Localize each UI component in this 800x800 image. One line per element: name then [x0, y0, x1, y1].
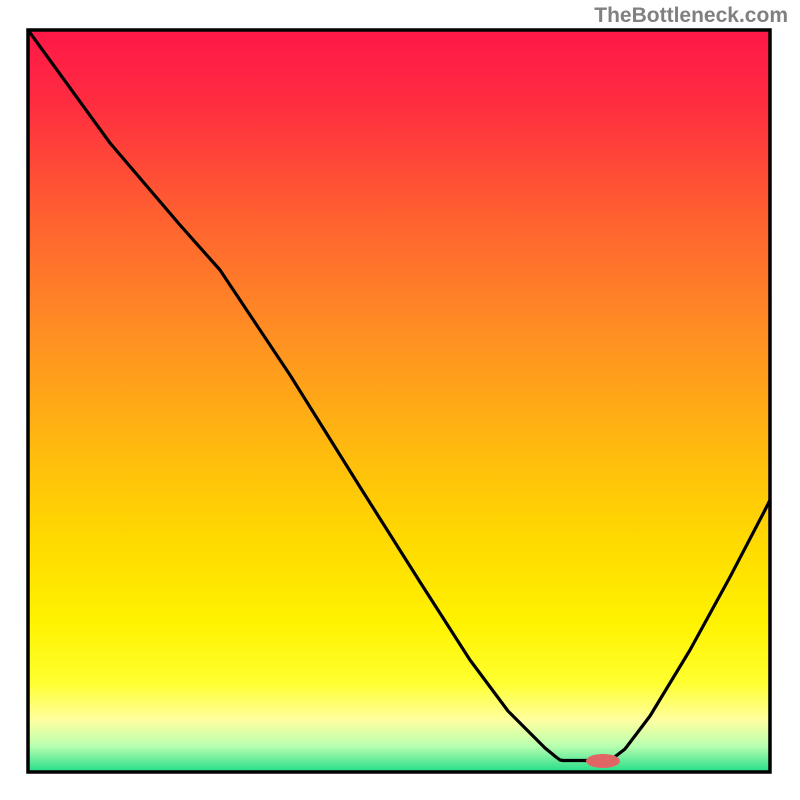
watermark-text: TheBottleneck.com: [594, 4, 788, 28]
optimum-marker: [586, 754, 620, 768]
bottleneck-chart: [0, 0, 800, 800]
gradient-background: [28, 30, 770, 772]
plot-area: [28, 30, 770, 772]
